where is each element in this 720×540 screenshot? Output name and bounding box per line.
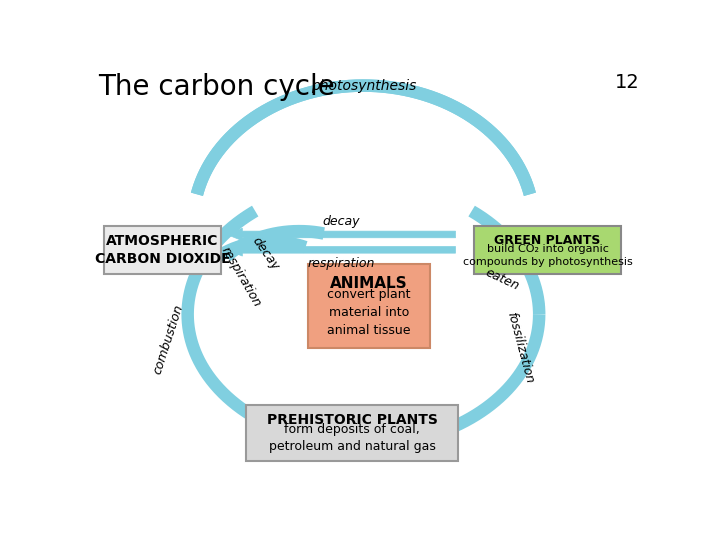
Polygon shape [227,228,456,241]
Text: convert plant
material into
animal tissue: convert plant material into animal tissu… [328,288,410,337]
Polygon shape [227,244,456,256]
FancyBboxPatch shape [474,226,621,274]
Text: GREEN PLANTS: GREEN PLANTS [495,234,600,247]
Text: form deposits of coal,
petroleum and natural gas: form deposits of coal, petroleum and nat… [269,423,436,454]
FancyBboxPatch shape [104,226,221,274]
Text: respiration: respiration [218,245,263,309]
Text: eaten: eaten [483,266,521,292]
Text: decay: decay [250,235,282,273]
Text: The carbon cycle: The carbon cycle [99,73,335,101]
Text: ANIMALS: ANIMALS [330,276,408,291]
Text: PREHISTORIC PLANTS: PREHISTORIC PLANTS [267,414,438,428]
FancyBboxPatch shape [307,265,431,348]
Text: combustion: combustion [150,302,186,376]
Text: respiration: respiration [307,257,375,270]
Text: fossilization: fossilization [504,310,536,384]
Text: ATMOSPHERIC
CARBON DIOXIDE: ATMOSPHERIC CARBON DIOXIDE [95,234,230,266]
FancyBboxPatch shape [246,404,458,461]
Text: decay: decay [323,215,360,228]
Text: 12: 12 [615,73,639,92]
Text: build CO₂ into organic
compounds by photosynthesis: build CO₂ into organic compounds by phot… [463,245,632,267]
Text: photosynthesis: photosynthesis [311,79,416,93]
